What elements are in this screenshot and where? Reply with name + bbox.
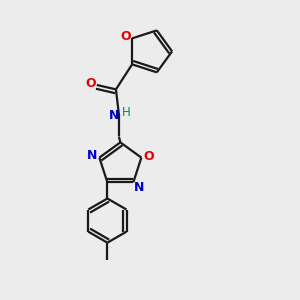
Text: O: O bbox=[143, 150, 154, 163]
Text: O: O bbox=[120, 29, 131, 43]
Text: N: N bbox=[108, 109, 119, 122]
Text: H: H bbox=[122, 106, 130, 119]
Text: N: N bbox=[87, 149, 97, 162]
Text: O: O bbox=[85, 77, 96, 90]
Text: N: N bbox=[134, 181, 144, 194]
